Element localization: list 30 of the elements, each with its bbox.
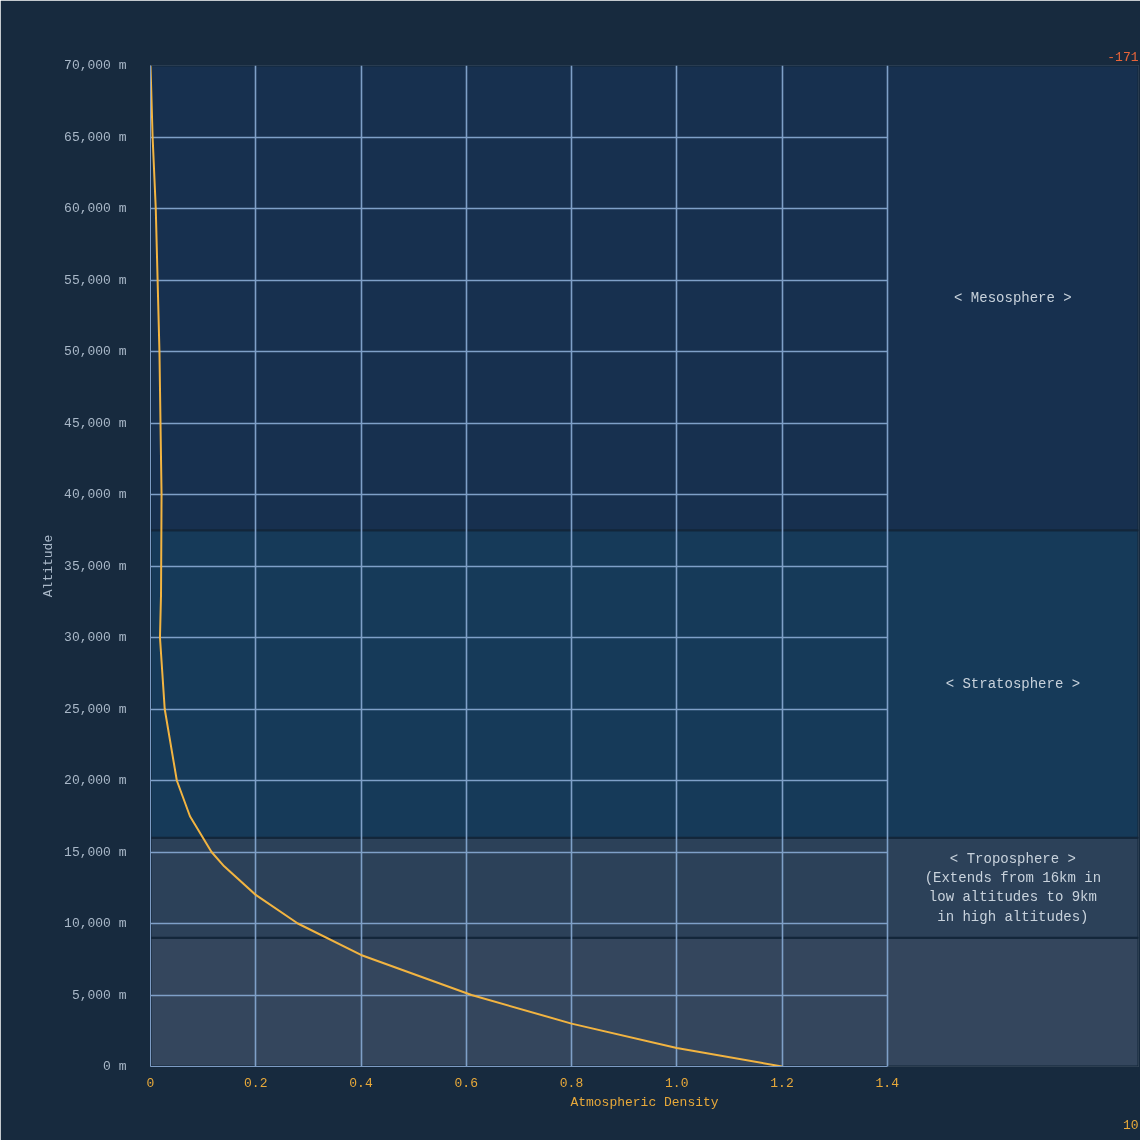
x-axis-title: Atmospheric Density — [570, 1094, 719, 1110]
y-tick-label: 0 m — [103, 1059, 127, 1074]
y-tick-label: 60,000 m — [64, 201, 127, 216]
y-tick-label: 5,000 m — [71, 987, 127, 1003]
x-tick-label: 1.2 — [770, 1075, 794, 1091]
y-tick-label: 30,000 m — [64, 630, 127, 645]
x-tick-label: 0.2 — [244, 1075, 268, 1091]
x-tick-label: 1.0 — [665, 1075, 689, 1091]
y-tick-label: 40,000 m — [64, 487, 127, 502]
x-tick-label: 0.4 — [349, 1075, 373, 1091]
y-tick-label: 50,000 m — [64, 344, 127, 359]
y-axis-title: Altitude — [41, 534, 57, 598]
y-tick-label: 45,000 m — [64, 415, 127, 431]
x-tick-label: 0 — [146, 1075, 155, 1091]
y-tick-label: 65,000 m — [64, 129, 127, 145]
text: -171 — [1107, 49, 1139, 65]
y-tick-label: 15,000 m — [64, 844, 127, 860]
y-tick-label: 55,000 m — [64, 272, 127, 288]
band-label: < Stratosphere > — [945, 675, 1081, 692]
y-tick-label: 20,000 m — [64, 773, 127, 788]
band-label: < Mesosphere > — [954, 289, 1072, 306]
y-tick-label: 10,000 m — [64, 916, 127, 931]
x-tick-label: 1.4 — [875, 1075, 900, 1091]
y-tick-label: 25,000 m — [64, 701, 127, 717]
text: 10 — [1122, 1117, 1139, 1133]
x-tick-label: 0.6 — [454, 1075, 478, 1091]
y-tick-label: 70,000 m — [64, 58, 127, 73]
band-label: < Troposphere > (Extends from 16km in low altitudes to 9km in high altitudes) — [924, 850, 1102, 925]
y-tick-label: 35,000 m — [64, 558, 127, 574]
x-tick-label: 0.8 — [559, 1075, 584, 1091]
